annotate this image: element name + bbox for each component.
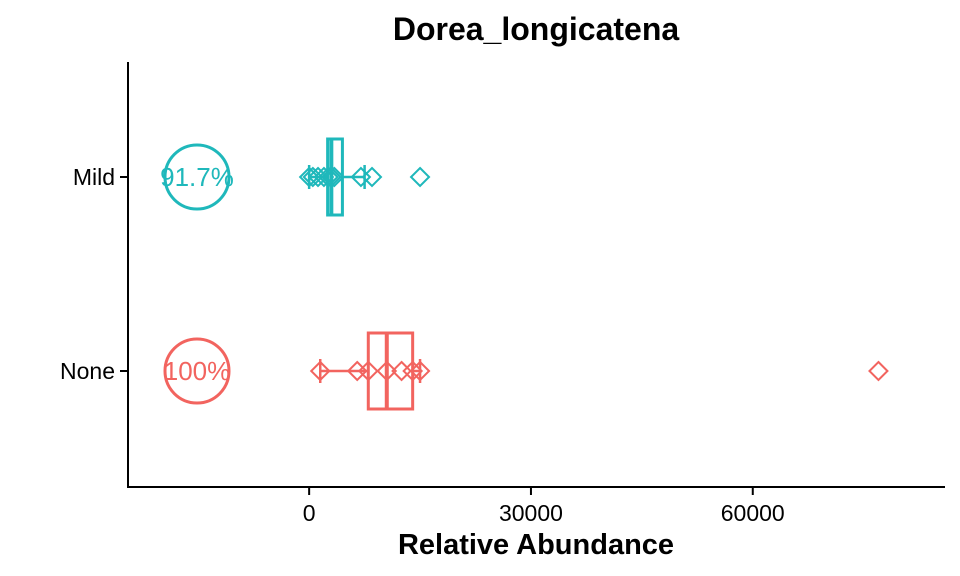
data-point: [320, 166, 342, 188]
boxplot-group-mild: 91.7%: [160, 137, 431, 217]
chart-title: Dorea_longicatena: [393, 11, 680, 47]
prevalence-circle: [163, 143, 231, 211]
data-point: [402, 360, 424, 382]
data-point: [309, 360, 331, 382]
data-point: [357, 360, 379, 382]
y-tick-label: None: [60, 358, 115, 384]
x-tick-label: 0: [303, 500, 316, 526]
y-tick-label: Mild: [73, 164, 115, 190]
box: [366, 331, 415, 411]
data-point: [313, 166, 335, 188]
data-point: [409, 166, 431, 188]
data-point: [409, 360, 431, 382]
prevalence-circle: [163, 337, 231, 405]
boxplot-group-none: 100%: [163, 331, 889, 411]
data-point: [361, 166, 383, 188]
data-point: [376, 360, 398, 382]
x-tick-label: 60000: [721, 500, 785, 526]
data-point: [317, 166, 339, 188]
data-point: [868, 360, 889, 382]
data-point: [323, 166, 345, 188]
x-axis-label: Relative Abundance: [398, 529, 674, 561]
axis-ticks: 0 30000 60000 Mild None: [60, 164, 785, 526]
prevalence-label: 91.7%: [160, 162, 234, 192]
data-point: [298, 166, 320, 188]
plot-area: 91.7% 100%: [160, 137, 889, 411]
x-tick-label: 30000: [499, 500, 563, 526]
prevalence-label: 100%: [164, 356, 231, 386]
